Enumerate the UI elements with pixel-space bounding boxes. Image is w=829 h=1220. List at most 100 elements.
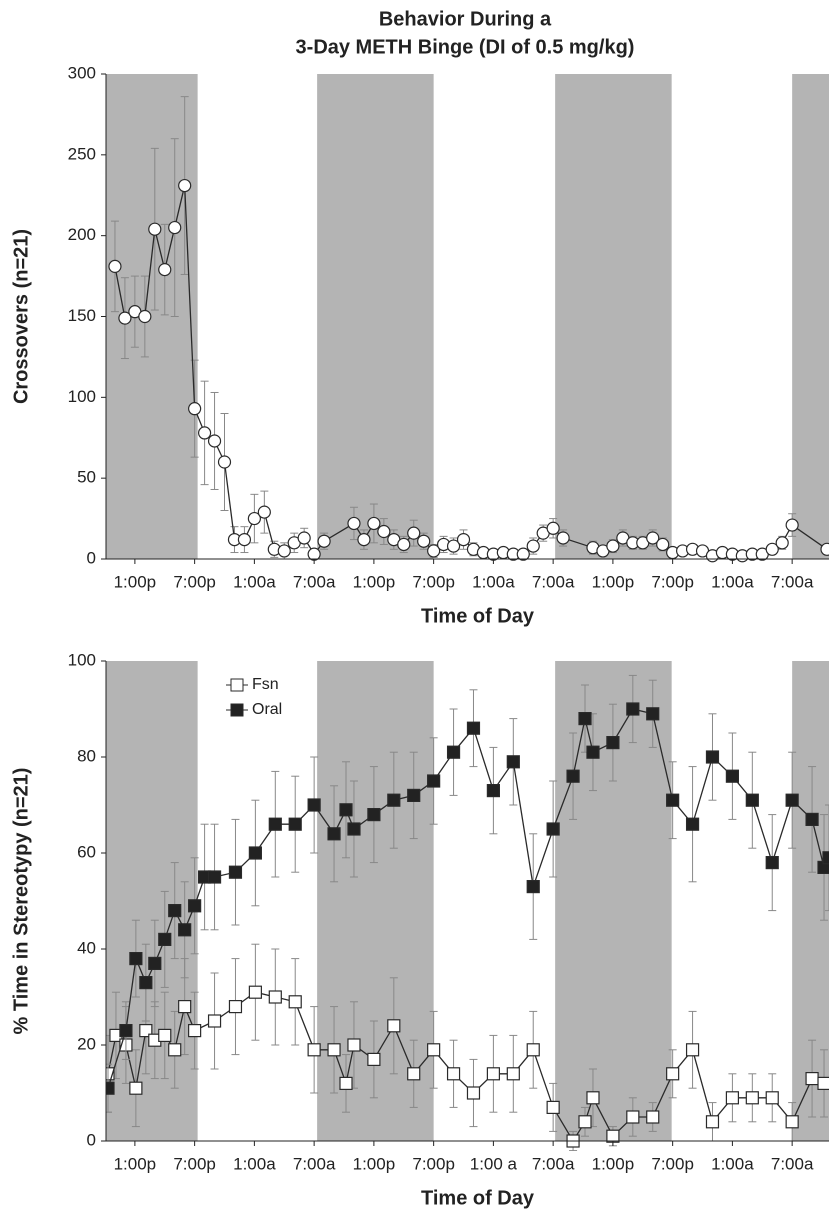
x-tick-label: 1:00p bbox=[592, 1154, 635, 1173]
point bbox=[347, 1038, 361, 1052]
y-tick-label: 300 bbox=[68, 63, 96, 82]
point bbox=[725, 1091, 740, 1105]
title-line: Behavior During a bbox=[379, 8, 552, 30]
point bbox=[666, 1067, 680, 1081]
x-tick-label: 7:00p bbox=[412, 572, 455, 591]
point bbox=[288, 817, 302, 831]
point bbox=[228, 999, 243, 1014]
point bbox=[526, 1043, 540, 1057]
point bbox=[188, 1023, 202, 1038]
point bbox=[566, 769, 580, 783]
y-tick-label: 0 bbox=[87, 548, 96, 567]
point bbox=[139, 975, 153, 990]
point bbox=[822, 851, 829, 865]
point bbox=[307, 1043, 321, 1057]
x-tick-label: 7:00a bbox=[771, 572, 814, 591]
point bbox=[207, 1014, 222, 1028]
series-line bbox=[107, 708, 829, 1089]
y-axis-label: % Time in Stereotypy (n=21) bbox=[10, 768, 32, 1035]
point bbox=[168, 1043, 182, 1057]
x-tick-label: 7:00a bbox=[532, 1154, 575, 1173]
point bbox=[257, 505, 271, 519]
dark-period bbox=[792, 661, 829, 1141]
point bbox=[188, 899, 202, 913]
y-axis-label: Crossovers (n=21) bbox=[10, 229, 32, 404]
x-tick-label: 7:00a bbox=[293, 1154, 336, 1173]
legend-label: Fsn bbox=[252, 676, 279, 693]
legend-marker bbox=[230, 678, 244, 692]
point bbox=[357, 532, 371, 547]
point bbox=[765, 1091, 779, 1105]
point bbox=[586, 1091, 600, 1105]
point bbox=[546, 1100, 560, 1115]
point bbox=[168, 903, 182, 918]
point bbox=[775, 536, 789, 550]
point bbox=[248, 985, 262, 999]
point bbox=[268, 990, 282, 1004]
point bbox=[646, 1110, 660, 1124]
x-tick-label: 1:00 a bbox=[470, 1154, 518, 1173]
point bbox=[188, 402, 202, 416]
dark-period bbox=[555, 74, 672, 559]
point bbox=[158, 932, 172, 947]
point bbox=[407, 1067, 421, 1081]
point bbox=[578, 711, 592, 726]
point bbox=[207, 434, 222, 448]
point bbox=[327, 827, 341, 841]
x-tick-label: 1:00p bbox=[353, 1154, 396, 1173]
point bbox=[317, 534, 331, 548]
point bbox=[307, 547, 321, 561]
title-line: 3-Day METH Binge (DI of 0.5 mg/kg) bbox=[296, 36, 635, 58]
point bbox=[820, 542, 829, 556]
x-tick-label: 1:00p bbox=[353, 572, 396, 591]
dark-period bbox=[106, 661, 198, 1141]
y-tick-label: 80 bbox=[77, 746, 96, 765]
x-tick-label: 1:00a bbox=[711, 1154, 754, 1173]
point bbox=[178, 178, 192, 193]
point bbox=[197, 426, 212, 440]
point bbox=[118, 311, 132, 325]
point bbox=[586, 745, 600, 759]
point bbox=[805, 1071, 819, 1086]
point bbox=[486, 1067, 500, 1081]
point bbox=[506, 755, 520, 769]
x-tick-label: 1:00a bbox=[711, 572, 754, 591]
legend-label: Oral bbox=[252, 701, 282, 718]
point bbox=[347, 516, 361, 531]
point bbox=[178, 999, 192, 1014]
point bbox=[158, 1028, 172, 1043]
x-tick-label: 7:00p bbox=[651, 1154, 694, 1173]
x-tick-label: 7:00a bbox=[293, 572, 336, 591]
point bbox=[666, 793, 680, 807]
point bbox=[158, 263, 172, 277]
plot-area bbox=[106, 661, 829, 1151]
point bbox=[466, 1086, 481, 1100]
x-tick-label: 1:00a bbox=[472, 572, 515, 591]
x-tick-label: 7:00a bbox=[532, 572, 575, 591]
point bbox=[228, 865, 243, 879]
point bbox=[765, 855, 779, 870]
point bbox=[108, 259, 122, 273]
y-tick-label: 200 bbox=[68, 225, 96, 244]
point bbox=[327, 1043, 341, 1057]
point bbox=[705, 750, 720, 764]
point bbox=[427, 544, 441, 558]
point bbox=[785, 793, 799, 807]
x-tick-label: 1:00a bbox=[233, 1154, 276, 1173]
point bbox=[805, 812, 819, 827]
point bbox=[247, 511, 261, 526]
point bbox=[339, 803, 353, 817]
point bbox=[367, 807, 381, 822]
point bbox=[685, 817, 700, 831]
point bbox=[148, 956, 162, 971]
plot-area bbox=[106, 74, 829, 563]
x-tick-label: 1:00a bbox=[233, 572, 276, 591]
y-tick-label: 100 bbox=[68, 387, 96, 406]
point bbox=[546, 521, 560, 535]
series-line bbox=[114, 185, 828, 557]
point bbox=[397, 537, 411, 552]
point bbox=[745, 793, 759, 807]
x-tick-label: 7:00p bbox=[173, 572, 216, 591]
point bbox=[556, 531, 570, 545]
x-tick-label: 1:00p bbox=[114, 1154, 157, 1173]
